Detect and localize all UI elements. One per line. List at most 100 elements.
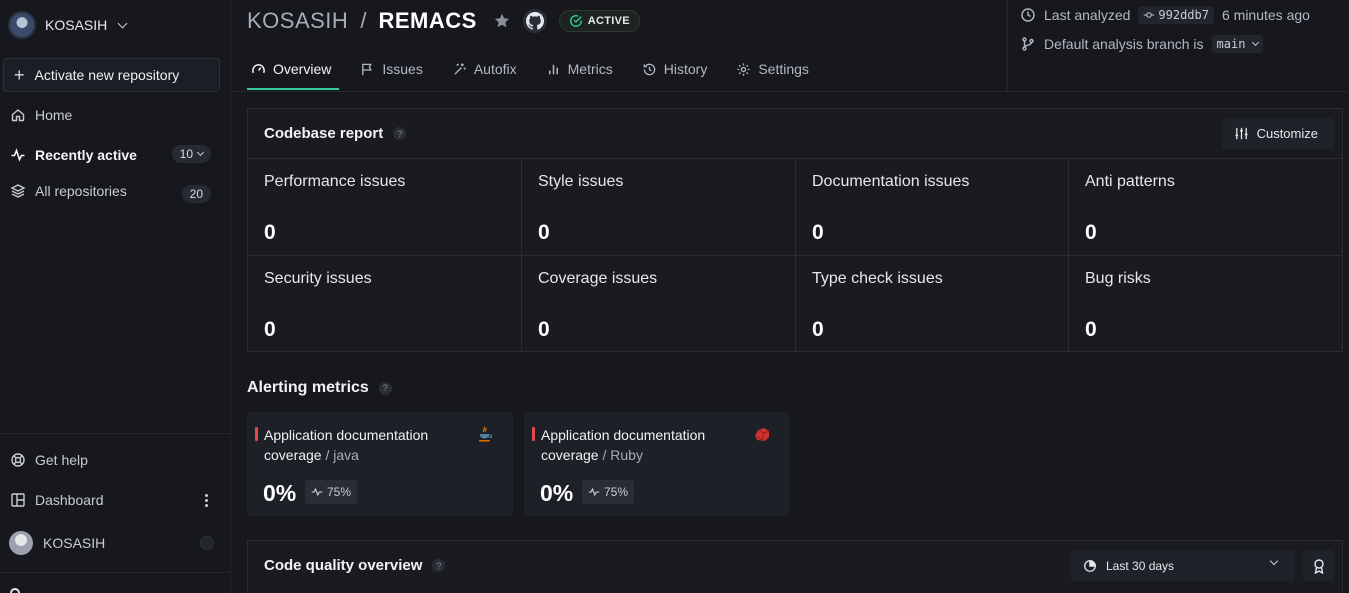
sidebar-item-all-repositories[interactable]: All repositories — [10, 183, 127, 199]
metric-name: Application documentation coverage — [541, 427, 706, 463]
metric-card-java[interactable]: Application documentation coverage / jav… — [247, 412, 513, 516]
dashboard-link[interactable]: Dashboard — [10, 492, 104, 508]
issue-label: Style issues — [538, 173, 624, 190]
sliders-icon — [1234, 127, 1248, 140]
award-icon — [1313, 558, 1324, 574]
threshold-value: 75% — [604, 485, 629, 499]
last-analyzed-label: Last analyzed — [1044, 7, 1131, 23]
dashboard-icon — [11, 493, 25, 507]
code-quality-title: Code quality overview ? — [264, 557, 446, 574]
help-label: Get help — [35, 452, 88, 468]
issue-cell-performance[interactable]: Performance issues 0 — [248, 158, 522, 255]
customize-button[interactable]: Customize — [1221, 118, 1334, 149]
org-name: KOSASIH — [45, 17, 108, 33]
check-circle-icon — [569, 15, 582, 27]
issue-label: Security issues — [264, 270, 372, 287]
issue-label: Type check issues — [812, 270, 943, 287]
star-icon[interactable] — [493, 12, 511, 30]
issue-count: 0 — [264, 318, 276, 341]
metric-card-ruby[interactable]: Application documentation coverage / Rub… — [524, 412, 790, 516]
metric-value: 0% — [540, 480, 574, 506]
issue-count: 0 — [1085, 318, 1097, 341]
issue-cell-bug-risks[interactable]: Bug risks 0 — [1069, 255, 1342, 352]
user-menu[interactable]: KOSASIH — [9, 531, 105, 555]
tab-overview[interactable]: Overview — [247, 56, 340, 90]
issue-cell-style[interactable]: Style issues 0 — [522, 158, 796, 255]
repo-owner[interactable]: KOSASIH — [247, 8, 349, 33]
commit-hash[interactable]: 992ddb7 — [1138, 6, 1214, 24]
branch-select[interactable]: main — [1211, 35, 1264, 53]
sidebar-bottom: Get help Dashboard KOSASIH — [0, 433, 230, 593]
award-button[interactable] — [1303, 550, 1334, 581]
tab-metrics[interactable]: Metrics — [542, 56, 617, 89]
issue-label: Anti patterns — [1085, 173, 1175, 190]
tab-issues[interactable]: Issues — [356, 56, 426, 89]
chevron-down-icon — [1269, 556, 1279, 566]
tab-label: Metrics — [567, 61, 613, 77]
sidebar-item-home[interactable]: Home — [10, 107, 72, 123]
org-switcher[interactable]: KOSASIH — [8, 11, 128, 39]
recently-active-count[interactable]: 10 — [171, 145, 211, 163]
brand-logo-icon — [10, 588, 20, 593]
alert-indicator — [532, 427, 535, 441]
repo-header: KOSASIH / REMACS ACTIVE Overview Issues — [231, 0, 1349, 92]
help-icon[interactable]: ? — [393, 127, 407, 140]
chevron-down-icon — [1252, 38, 1260, 47]
sidebar-divider — [0, 572, 230, 573]
card-title-text: Code quality overview — [264, 557, 423, 574]
help-icon[interactable]: ? — [378, 381, 392, 395]
history-icon — [643, 63, 656, 75]
tab-label: Issues — [382, 61, 423, 77]
metric-name: Application documentation coverage — [264, 427, 429, 463]
last-analyzed-row: Last analyzed 992ddb7 6 minutes ago — [1020, 6, 1310, 24]
tab-history[interactable]: History — [638, 56, 712, 89]
status-badge: ACTIVE — [558, 10, 640, 32]
issue-cell-documentation[interactable]: Documentation issues 0 — [796, 158, 1069, 255]
repo-name[interactable]: REMACS — [378, 8, 477, 33]
user-name: KOSASIH — [43, 535, 106, 551]
chevron-down-icon — [196, 148, 205, 157]
all-repositories-count: 20 — [181, 185, 211, 203]
metric-language: / Ruby — [602, 447, 643, 463]
trend-icon — [588, 487, 600, 497]
count-value: 10 — [179, 147, 193, 161]
issue-count: 0 — [538, 221, 550, 244]
status-dot — [200, 536, 214, 550]
issue-cell-coverage[interactable]: Coverage issues 0 — [522, 255, 796, 352]
main-content: KOSASIH / REMACS ACTIVE Overview Issues — [231, 0, 1349, 593]
activate-label: Activate new repository — [34, 67, 180, 83]
status-badge-label: ACTIVE — [587, 15, 630, 27]
codebase-report-title: Codebase report ? — [264, 125, 407, 142]
home-icon — [11, 109, 25, 122]
tab-label: History — [663, 61, 708, 77]
issue-count: 0 — [264, 221, 276, 244]
date-range-select[interactable]: Last 30 days — [1071, 550, 1295, 581]
plus-icon: + — [14, 65, 25, 85]
activate-repository-button[interactable]: + Activate new repository — [3, 58, 220, 92]
commit-icon — [1144, 12, 1155, 18]
github-icon[interactable] — [522, 9, 547, 33]
issue-cell-security[interactable]: Security issues 0 — [248, 255, 522, 352]
metric-language: / java — [325, 447, 359, 463]
repo-tabs: Overview Issues Autofix Metrics History … — [247, 56, 834, 90]
sidebar-item-label: Home — [35, 107, 73, 123]
chevron-down-icon — [117, 18, 128, 28]
help-icon[interactable]: ? — [432, 559, 446, 572]
tab-autofix[interactable]: Autofix — [448, 56, 521, 89]
dashboard-label: Dashboard — [35, 492, 104, 508]
tab-settings[interactable]: Settings — [732, 56, 813, 89]
ruby-icon — [754, 428, 770, 441]
repo-title: KOSASIH / REMACS ACTIVE — [247, 8, 640, 34]
user-avatar — [9, 531, 33, 555]
issue-cell-type-check[interactable]: Type check issues 0 — [796, 255, 1069, 352]
flag-icon — [362, 63, 373, 75]
sidebar-item-recently-active[interactable]: Recently active — [10, 147, 137, 163]
get-help-link[interactable]: Get help — [10, 452, 88, 468]
more-vertical-icon[interactable] — [203, 492, 210, 509]
bar-chart-icon — [548, 64, 558, 74]
card-title-text: Codebase report — [264, 125, 384, 142]
issue-cell-anti-patterns[interactable]: Anti patterns 0 — [1069, 158, 1342, 255]
date-range-value: Last 30 days — [1106, 558, 1175, 573]
layers-icon — [10, 184, 26, 198]
threshold-badge: 75% — [305, 480, 358, 504]
